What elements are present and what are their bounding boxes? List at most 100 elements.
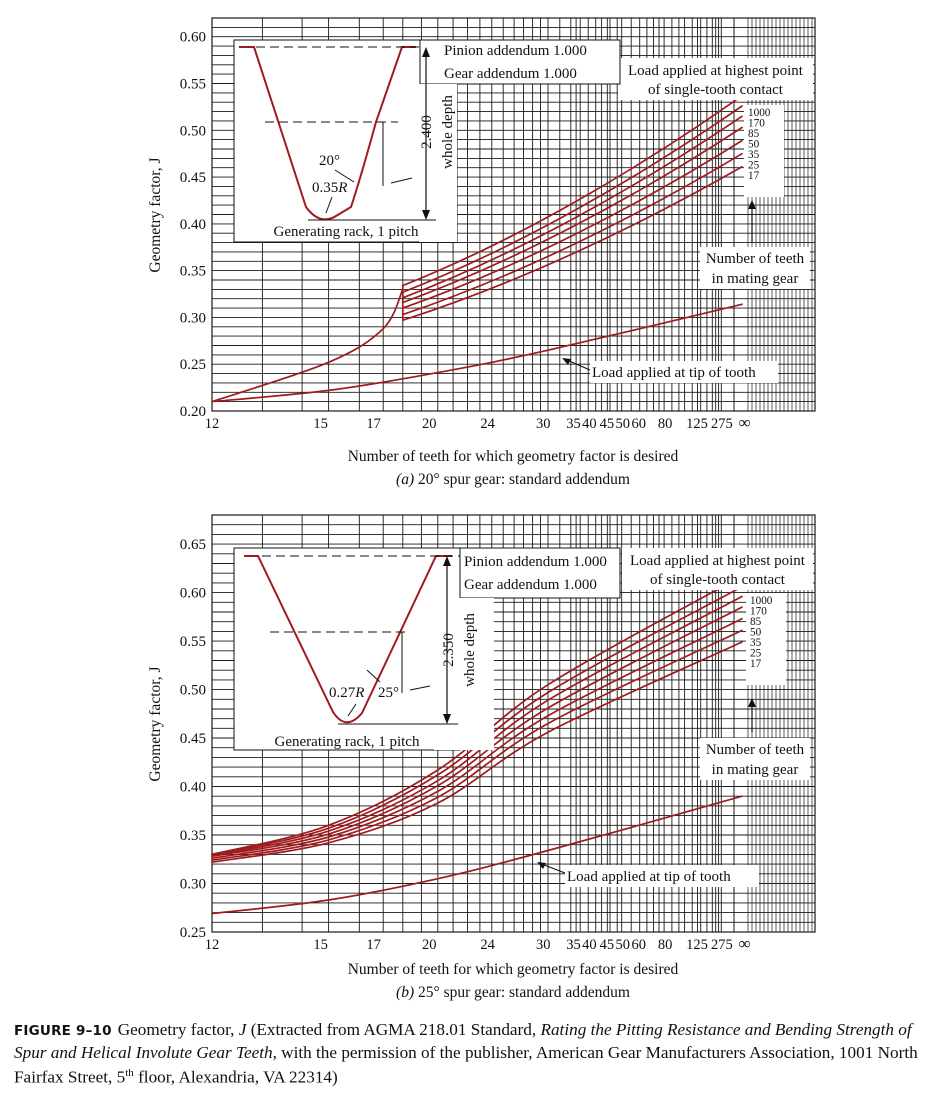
inset-depth-bg — [434, 598, 494, 750]
note-bg — [622, 548, 813, 590]
rack-tooth-profile — [244, 555, 452, 724]
tip-of-tooth-note: Load applied at tip of tooth — [592, 365, 756, 381]
chart-subtitle: (a) 20° spur gear: standard addendum — [396, 471, 630, 488]
rack-tooth-profile — [239, 46, 416, 221]
rack-caption: Generating rack, 1 pitch — [275, 734, 420, 750]
x-tick-label: 45 — [600, 937, 615, 953]
x-tick-label: 15 — [313, 416, 328, 432]
series-line-85 — [401, 115, 743, 299]
caption-post: , with the permission of the publisher, … — [14, 1043, 918, 1087]
series-envelope — [211, 288, 404, 403]
subtitle-prefix: (a) — [396, 471, 414, 488]
angle-leader — [366, 669, 381, 683]
angle-leader — [334, 169, 355, 183]
tip-arrow-head — [537, 862, 546, 869]
x-tick-label: 30 — [536, 937, 551, 953]
x-tick-label: 125 — [686, 416, 708, 432]
highest-point-note: Load applied at highest point — [628, 63, 804, 79]
y-tick-label: 0.55 — [180, 634, 206, 650]
mating-arrow-head — [748, 200, 756, 209]
series-line-25 — [211, 629, 743, 862]
series-label: 170 — [748, 118, 765, 130]
subtitle-text: 20° spur gear: standard addendum — [414, 471, 630, 488]
series-line-1000 — [401, 94, 743, 287]
whole-depth-label: whole depth — [440, 95, 456, 169]
tip-of-tooth-note: Load applied at tip of tooth — [567, 869, 731, 885]
angle-arrow — [390, 177, 413, 184]
series-label: 25 — [750, 648, 762, 660]
series-label: 17 — [748, 170, 760, 182]
y-tick-label: 0.40 — [180, 217, 206, 233]
pinion-addendum-label: Pinion addendum 1.000 — [464, 554, 607, 570]
mating-arrow-head — [748, 698, 756, 707]
inset-frame-top — [419, 39, 621, 85]
fillet-radius-label: 0.27R — [329, 685, 364, 701]
inset-frame-top — [459, 547, 621, 599]
x-tick-label: 12 — [205, 416, 220, 432]
series-line-170 — [401, 105, 743, 294]
x-tick-label: 80 — [658, 416, 673, 432]
series-line-85 — [211, 595, 743, 857]
series-label: 50 — [748, 139, 760, 151]
x-tick-label: 125 — [686, 937, 708, 953]
series-label: 85 — [748, 128, 760, 140]
series-label: 35 — [750, 637, 762, 649]
x-tick-label: 50 — [616, 416, 631, 432]
series-label: 1000 — [748, 107, 771, 119]
y-tick-label: 0.30 — [180, 310, 206, 326]
series-label: 25 — [748, 160, 760, 172]
series-line-35 — [401, 139, 743, 309]
series-line-tip — [211, 795, 743, 915]
y-tick-label: 0.55 — [180, 77, 206, 93]
series-line-25 — [401, 152, 743, 316]
y-tick-label: 0.45 — [180, 731, 206, 747]
x-tick-label: 275 — [711, 937, 733, 953]
x-axis-label: Number of teeth for which geometry facto… — [348, 961, 679, 978]
series-group — [211, 575, 743, 915]
y-tick-label: 0.45 — [180, 170, 206, 186]
y-tick-label: 0.65 — [180, 537, 206, 553]
whole-depth-value: 2.400 — [419, 115, 435, 149]
y-tick-label: 0.25 — [180, 925, 206, 941]
whole-depth-value: 2.350 — [441, 633, 457, 667]
subtitle-prefix: (b) — [396, 984, 414, 1001]
mating-teeth-note: in mating gear — [712, 271, 799, 287]
mating-teeth-note: Number of teeth — [706, 251, 805, 267]
x-tick-label: ∞ — [739, 413, 751, 432]
x-tick-label: 35 — [566, 937, 581, 953]
mating-teeth-note: Number of teeth — [706, 742, 805, 758]
generating-rack-inset: 25° 0.27R Pinion addendum 1.000 Gear addend… — [233, 547, 621, 751]
mating-note-bg — [700, 738, 810, 780]
series-label: 170 — [750, 606, 767, 618]
x-tick-label: ∞ — [739, 934, 751, 953]
caption-sup: th — [125, 1067, 134, 1079]
angle-arrow — [409, 685, 431, 691]
geometry-factor-figure: 0.20 0.25 0.30 0.35 0.40 0.45 0.50 0.55 0.60 12 15… — [147, 17, 816, 1001]
x-tick-label: 60 — [631, 416, 646, 432]
generating-rack-inset: 20° 0.35R Pinion addendum 1.000 Gear addend… — [233, 39, 621, 243]
x-tick-label: 40 — [582, 416, 597, 432]
fillet-radius-value: 0.27 — [329, 685, 356, 701]
gear-addendum-label: Gear addendum 1.000 — [444, 66, 577, 82]
y-tick-label: 0.35 — [180, 264, 206, 280]
mating-teeth-note: in mating gear — [712, 762, 799, 778]
x-tick-label: 20 — [422, 416, 437, 432]
caption-pre: Geometry factor, — [117, 1020, 239, 1039]
x-axis-label: Number of teeth for which geometry facto… — [348, 448, 679, 465]
subtitle-text: 25° spur gear: standard addendum — [414, 984, 630, 1001]
rack-caption: Generating rack, 1 pitch — [274, 224, 419, 240]
radius-leader — [347, 703, 357, 717]
chart-panel-a: 0.20 0.25 0.30 0.35 0.40 0.45 0.50 0.55 0.60 12 15… — [147, 17, 816, 488]
series-label: 1000 — [750, 595, 773, 607]
x-tick-label: 24 — [480, 416, 495, 432]
caption-mid: (Extracted from AGMA 218.01 Standard, — [246, 1020, 541, 1039]
caption-title: Rating the Pitting Resistance and Bendin… — [14, 1020, 912, 1062]
chart-subtitle: (b) 25° spur gear: standard addendum — [396, 984, 630, 1001]
series-line-17 — [211, 641, 743, 864]
inset-frame — [233, 547, 461, 751]
figure-label: FIGURE 9–10 — [14, 1023, 112, 1039]
y-tick-label: 0.60 — [180, 586, 206, 602]
x-tick-label: 20 — [422, 937, 437, 953]
